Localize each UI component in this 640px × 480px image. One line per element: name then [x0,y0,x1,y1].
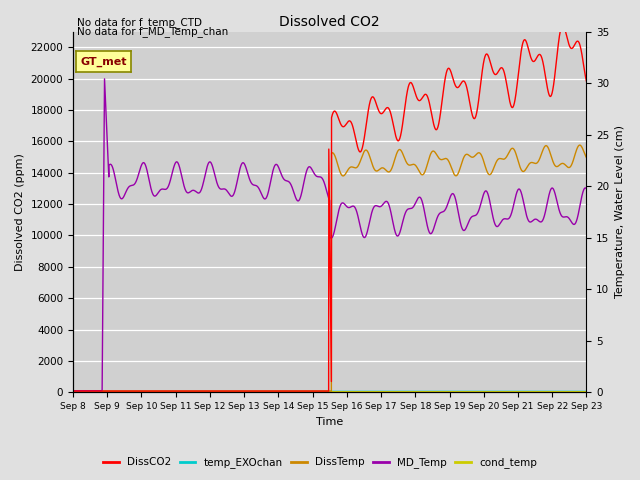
X-axis label: Time: Time [316,417,344,427]
Text: No data for f_temp_CTD: No data for f_temp_CTD [77,17,202,28]
Y-axis label: Temperature, Water Level (cm): Temperature, Water Level (cm) [615,125,625,299]
Legend: DissCO2, temp_EXOchan, DissTemp, MD_Temp, cond_temp: DissCO2, temp_EXOchan, DissTemp, MD_Temp… [99,453,541,472]
Y-axis label: Dissolved CO2 (ppm): Dissolved CO2 (ppm) [15,153,25,271]
Text: GT_met: GT_met [80,57,127,67]
Title: Dissolved CO2: Dissolved CO2 [280,15,380,29]
Text: No data for f_MD_Temp_chan: No data for f_MD_Temp_chan [77,26,228,37]
